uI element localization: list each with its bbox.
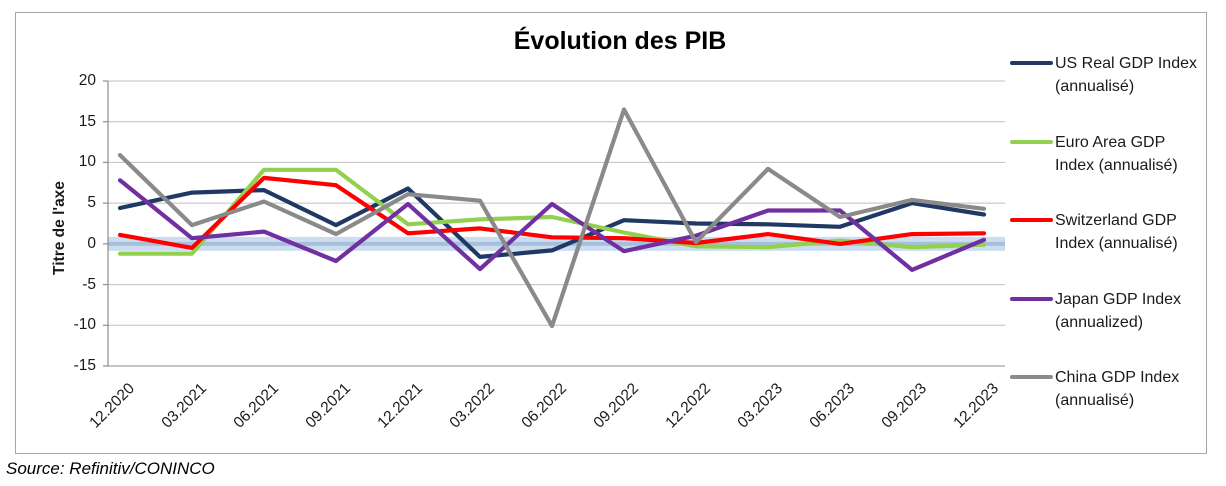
series-line-euro-area-gdp [117, 167, 987, 256]
legend-item-japan-gdp-index: Japan GDP Index (annualized) [1010, 288, 1223, 334]
y-axis-label-15: 15 [78, 112, 96, 130]
legend-swatch-china-gdp-index [1010, 375, 1053, 379]
y-axis-label-10: 10 [78, 153, 96, 171]
zero-band-core [108, 241, 1005, 246]
series-line-switzerland-gdp-index [117, 175, 987, 250]
series-line-us-real-gdp [117, 186, 987, 259]
legend-label-switzerland-gdp-index: Switzerland GDP Index (annualisé) [1055, 212, 1178, 252]
legend-swatch-switzerland-gdp-index [1010, 218, 1053, 222]
series-line-china-gdp-index [117, 107, 987, 329]
legend-swatch-japan-gdp-index [1010, 296, 1053, 301]
legend-item-switzerland-gdp-index: Switzerland GDP Index (annualisé) [1010, 209, 1223, 255]
legend-label-euro-area-gdp: Euro Area GDP Index (annualisé) [1055, 133, 1178, 174]
legend-item-euro-area-gdp: Euro Area GDP Index (annualisé) [1010, 131, 1223, 177]
source-note: Source: Refinitiv/CONINCO [6, 459, 215, 478]
y-axis-label--5: -5 [82, 275, 96, 293]
y-axis-label--15: -15 [73, 357, 96, 374]
legend-item-china-gdp-index: China GDP Index (annualisé) [1010, 366, 1223, 412]
y-axis-label-20: 20 [78, 72, 96, 89]
y-axis-label-0: 0 [87, 234, 96, 252]
chart-frame [15, 12, 1207, 454]
legend-swatch-euro-area-gdp [1010, 139, 1053, 144]
legend-label-us-real-gdp: US Real GDP Index (annualisé) [1055, 55, 1197, 95]
series-line-japan-gdp-index [117, 178, 987, 272]
y-axis-label--10: -10 [73, 316, 96, 334]
legend-item-us-real-gdp: US Real GDP Index (annualisé) [1010, 52, 1223, 98]
legend-label-china-gdp-index: China GDP Index (annualisé) [1055, 369, 1180, 409]
y-axis-label-5: 5 [87, 194, 96, 212]
chart-title: Évolution des PIB [513, 27, 727, 55]
legend-swatch-us-real-gdp [1010, 61, 1053, 65]
legend-label-japan-gdp-index: Japan GDP Index (annualized) [1055, 290, 1182, 331]
